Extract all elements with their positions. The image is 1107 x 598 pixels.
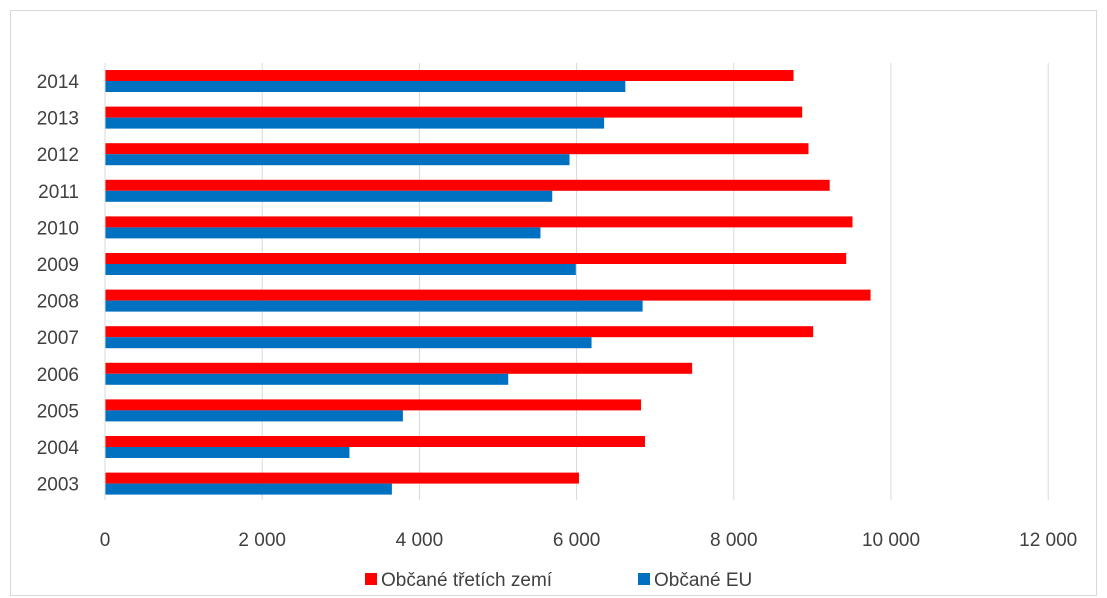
bar-eu-2006 [105,373,509,385]
bars [105,70,871,495]
legend-label-third-country: Občané třetích zemí [381,570,553,591]
legend: Občané třetích zemí Občané EU [365,570,752,591]
bar-eu-2013 [105,117,605,129]
bar-third-country-2008 [105,289,871,301]
x-axis: 0 2 000 4 000 6 000 8 000 10 000 12 000 [100,530,1078,551]
y-tick-label: 2013 [37,109,79,130]
x-tick-label: 10 000 [862,530,920,551]
bar-eu-2005 [105,410,403,422]
bar-third-country-2005 [105,399,642,411]
bar-third-country-2012 [105,143,809,155]
bar-third-country-2009 [105,253,847,264]
bar-eu-2007 [105,337,592,349]
x-tick-label: 8 000 [710,530,758,551]
bar-third-country-2006 [105,362,693,374]
y-tick-label: 2005 [37,401,79,422]
y-tick-label: 2008 [37,292,79,313]
x-tick-label: 12 000 [1019,530,1077,551]
bar-third-country-2004 [105,436,645,447]
bar-eu-2012 [105,154,570,166]
y-tick-label: 2010 [37,218,79,239]
gridlines [261,63,1049,500]
bar-eu-2009 [105,264,576,275]
y-tick-label: 2009 [37,255,79,276]
x-tick-label: 4 000 [396,530,444,551]
y-tick-label: 2014 [37,72,80,93]
bar-eu-2008 [105,300,643,312]
bar-eu-2010 [105,227,541,239]
y-tick-label: 2012 [37,145,79,166]
bar-third-country-2014 [105,70,794,81]
y-tick-label: 2007 [37,328,79,349]
legend-label-eu: Občané EU [654,570,752,591]
bar-eu-2003 [105,483,392,495]
bar-third-country-2003 [105,472,579,484]
bar-eu-2014 [105,81,626,92]
bar-eu-2004 [105,447,350,458]
bar-third-country-2011 [105,179,830,191]
x-tick-label: 0 [100,530,111,551]
y-axis: 2014 2013 2012 2011 2010 2009 2008 2007 2006 2005… [37,63,106,500]
bar-third-country-2013 [105,106,803,118]
y-tick-label: 2011 [38,182,79,203]
x-tick-label: 2 000 [238,530,286,551]
x-tick-label: 6 000 [553,530,601,551]
legend-swatch-third-country [365,573,377,585]
bar-eu-2011 [105,190,553,202]
y-tick-label: 2006 [37,365,79,386]
bar-third-country-2007 [105,326,814,338]
y-tick-label: 2004 [37,438,80,459]
legend-swatch-eu [638,573,650,585]
y-tick-label: 2003 [37,475,79,496]
bar-third-country-2010 [105,216,853,228]
